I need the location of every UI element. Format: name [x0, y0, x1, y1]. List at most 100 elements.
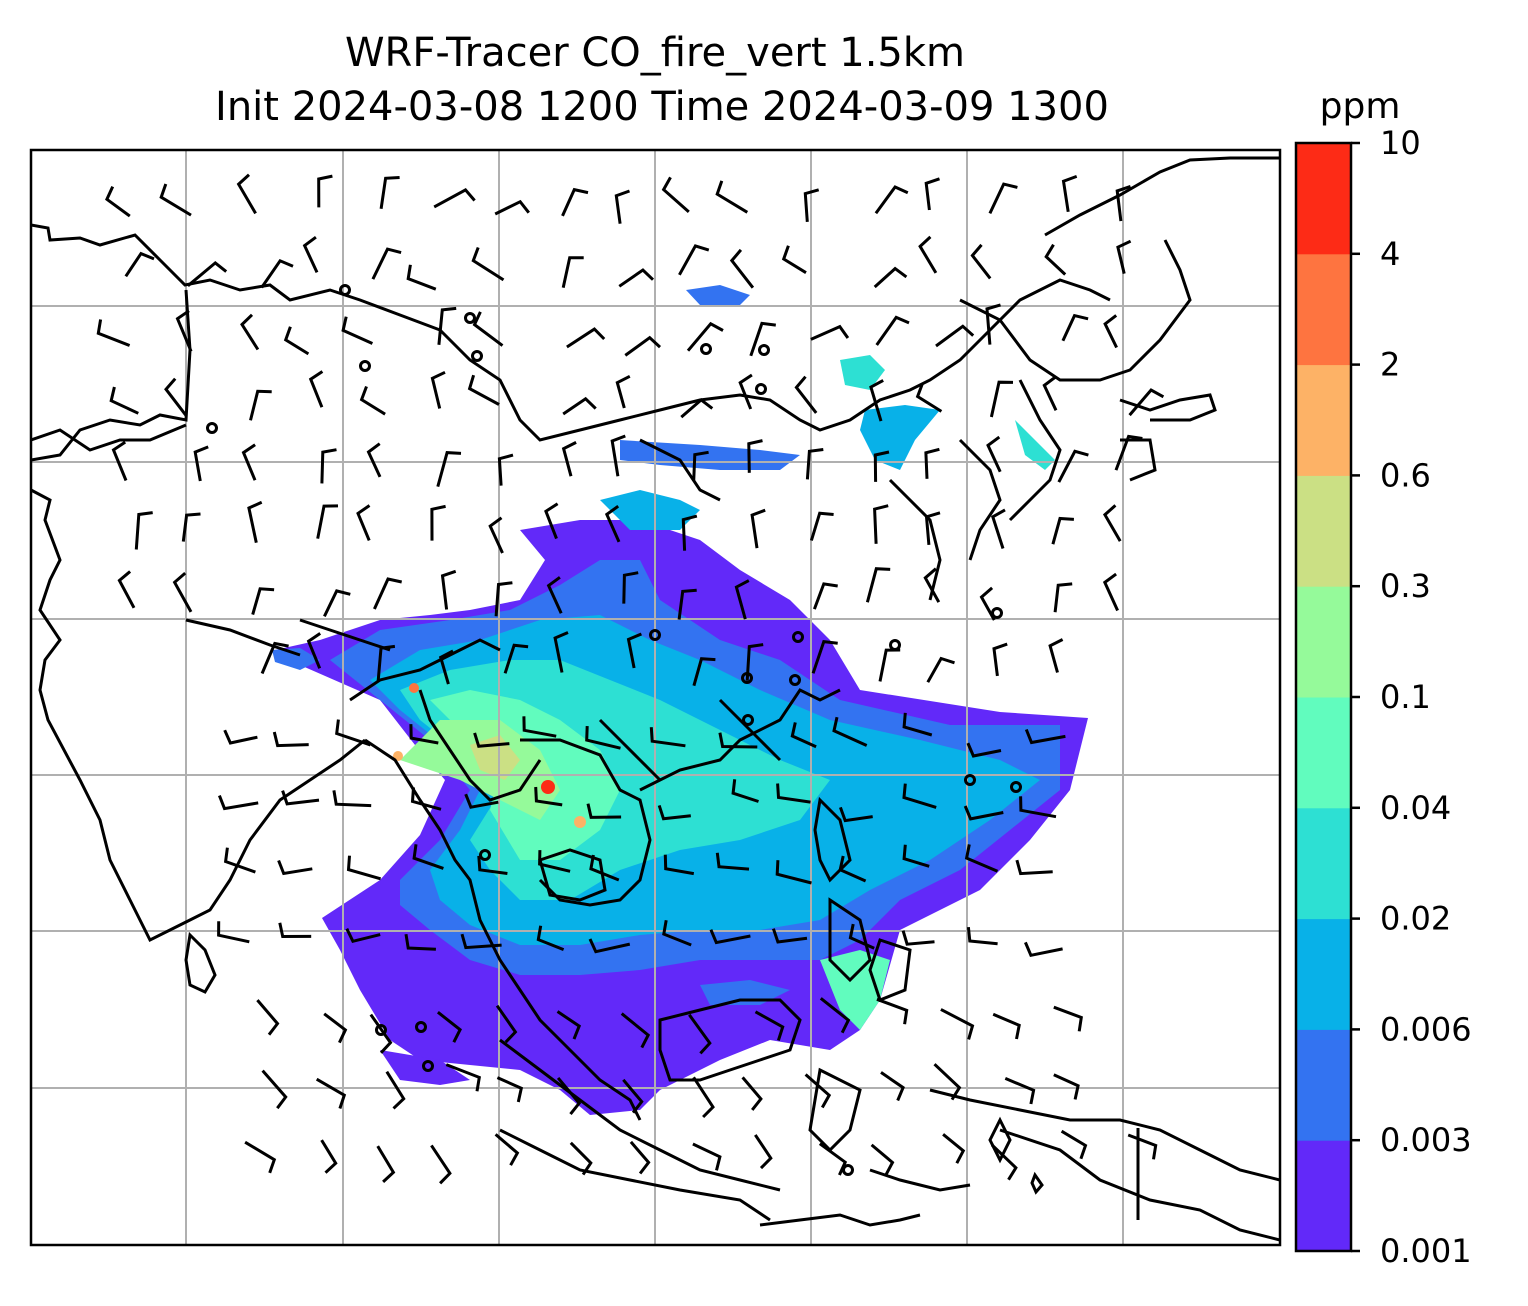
wind-barb [379, 176, 400, 210]
wind-barb [990, 1143, 1018, 1181]
wind-barb [681, 514, 698, 551]
wind-barb [963, 805, 1004, 821]
wind-barb [472, 311, 504, 347]
wind-barb [622, 571, 639, 604]
wind-barb [1114, 434, 1143, 471]
plume-patch-north-1 [686, 285, 750, 305]
wind-barb [781, 245, 807, 274]
wind-barb [873, 450, 890, 482]
colorbar-tick-label: 0.02 [1380, 900, 1451, 938]
plume-hotspot-2 [574, 816, 586, 828]
wind-barb [495, 1004, 518, 1044]
wind-barb [323, 1012, 348, 1044]
wind-barb [709, 929, 751, 945]
wind-barb [471, 246, 505, 282]
calm-wind-marker [471, 350, 483, 362]
wind-barb [283, 326, 310, 356]
wind-barb [111, 440, 128, 482]
wind-barb [494, 581, 513, 617]
wind-barb [236, 173, 257, 215]
wind-barb [986, 435, 1002, 473]
wind-barb [410, 787, 442, 811]
colorbar-bands [1296, 143, 1351, 1252]
wind-barb [341, 316, 374, 345]
colorbar-band [1296, 918, 1351, 1030]
wind-barb [804, 1073, 832, 1109]
wind-barb [345, 928, 381, 944]
colorbar-band [1296, 697, 1351, 809]
wind-barb [494, 1133, 520, 1166]
wind-barb [818, 1142, 848, 1176]
wind-barb [588, 938, 631, 954]
wind-barb [848, 923, 875, 950]
wind-barb [320, 448, 337, 484]
calm-wind-marker [422, 1060, 434, 1072]
wind-barb [604, 504, 621, 543]
wind-barb [775, 860, 812, 885]
calm-wind-marker [991, 607, 1003, 619]
wind-barb [918, 235, 938, 274]
wind-barb [747, 439, 763, 473]
wind-barb [662, 920, 692, 947]
wind-barb [496, 1076, 524, 1103]
wind-barb [838, 806, 873, 823]
calm-wind-markers [206, 284, 1022, 1176]
wind-barb [614, 189, 631, 224]
calm-wind-marker [792, 631, 804, 643]
wind-barb [436, 451, 462, 487]
wind-barb [223, 729, 258, 745]
wind-barb [741, 1076, 763, 1111]
wind-barb [686, 321, 724, 352]
wind-barb [369, 1013, 393, 1054]
wind-barb [819, 997, 851, 1034]
wind-barb [935, 324, 975, 348]
wind-barb [244, 1140, 277, 1174]
chart-title-line1: WRF-Tracer CO_fire_vert 1.5km [345, 30, 965, 76]
plume-hotspot-4 [393, 751, 403, 761]
wind-barb [771, 928, 808, 944]
wind-barb [734, 579, 750, 620]
wind-barb [134, 511, 153, 550]
calm-wind-marker [889, 639, 901, 651]
wind-barb [1061, 174, 1078, 213]
wind-barb [278, 922, 312, 939]
wind-barb [497, 453, 514, 486]
wind-barb [566, 327, 606, 349]
wind-barb [873, 266, 908, 289]
colorbar-band [1296, 475, 1351, 587]
wind-barb [546, 576, 563, 614]
colorbar: ppm 0.001 0.003 0.006 0.02 0.04 0.1 0.3 0.6 2 4 10 [1294, 86, 1472, 1270]
wind-barb [692, 1076, 715, 1119]
wind-barb [680, 397, 714, 419]
wind-barb [586, 803, 622, 819]
wind-barb [1116, 239, 1132, 274]
plume-patch-north-6 [600, 490, 700, 530]
wind-barb [966, 926, 998, 946]
wind-barb [1024, 941, 1063, 958]
wind-barb [503, 643, 529, 674]
wind-barb [460, 933, 502, 950]
wind-barb [749, 321, 776, 357]
wind-barb [124, 251, 155, 278]
wind-barb [376, 644, 396, 682]
wind-barb [838, 855, 867, 883]
wind-barb [1128, 388, 1165, 417]
wind-barb [247, 500, 263, 544]
wind-barb [430, 504, 446, 541]
wind-barb [810, 324, 850, 341]
wind-barb [181, 512, 201, 542]
wind-barb [790, 722, 817, 749]
wind-barb [538, 850, 571, 873]
colorbar-tick-label: 10 [1380, 124, 1421, 162]
colorbar-band [1296, 1029, 1351, 1141]
wind-barb [629, 1140, 651, 1175]
wind-barb [385, 1070, 406, 1110]
wind-barb [193, 445, 209, 482]
wind-barb [409, 724, 439, 745]
wind-barb [874, 185, 909, 215]
colorbar-tick-label: 0.6 [1380, 456, 1431, 494]
wind-barb [615, 374, 631, 409]
colorbar-band [1296, 1140, 1351, 1252]
wind-barb [437, 306, 457, 345]
wind-barb [317, 174, 333, 208]
